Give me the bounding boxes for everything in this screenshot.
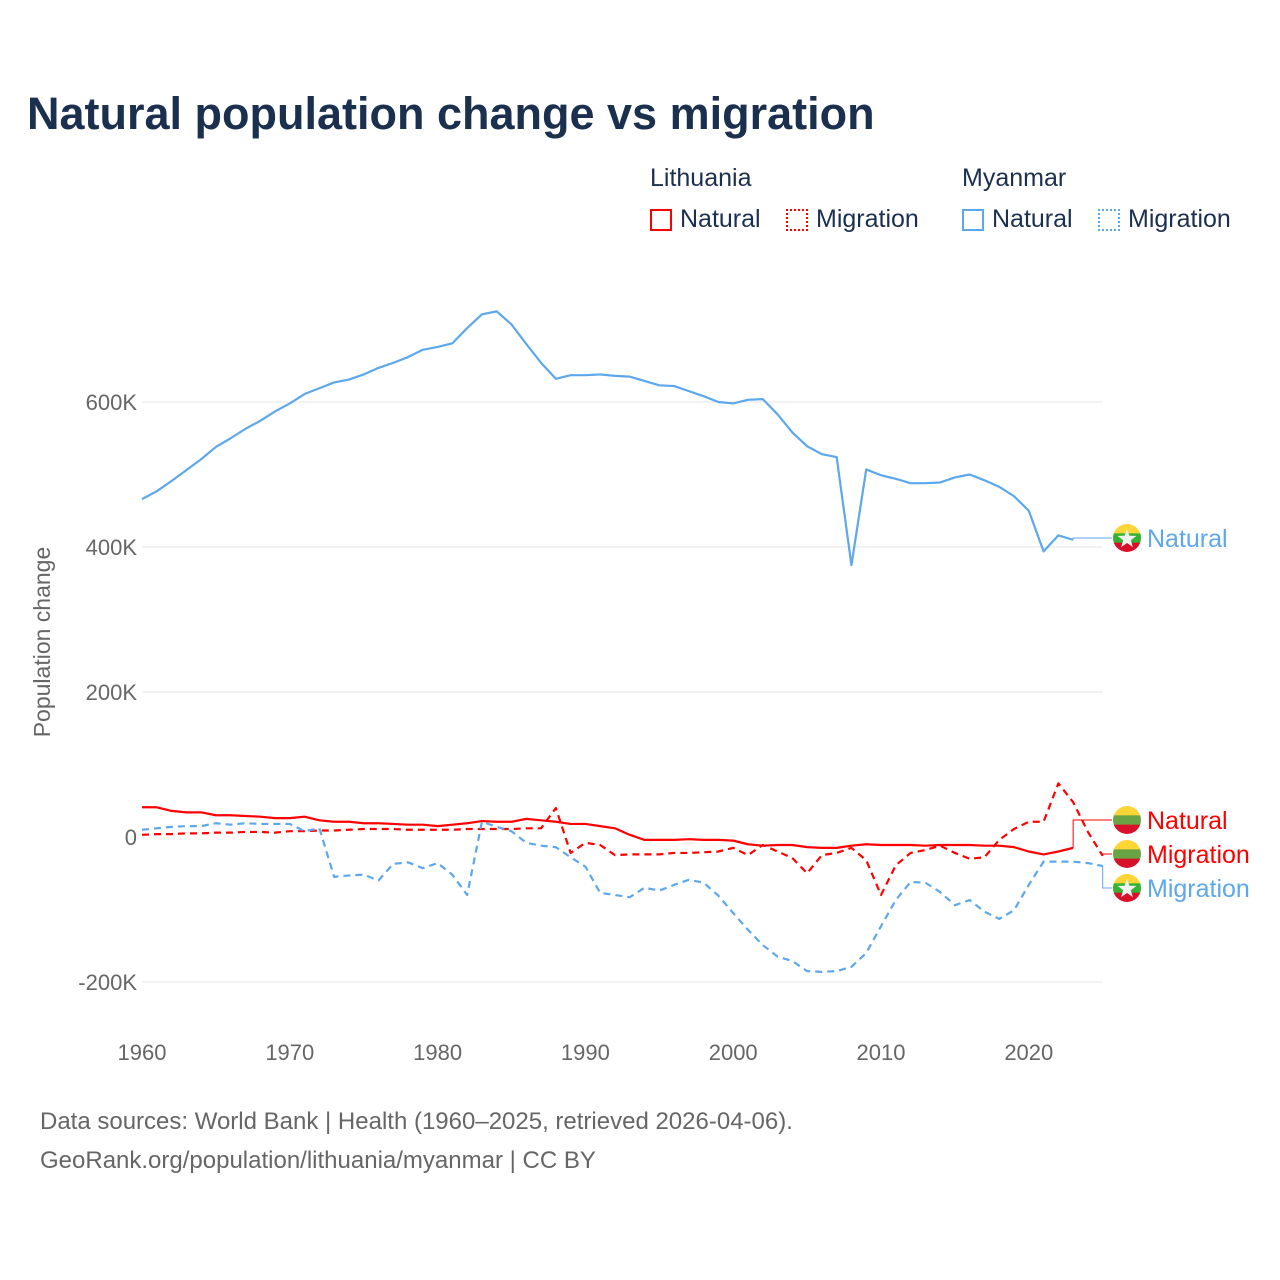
series-end-label: Migration: [1147, 841, 1250, 869]
legend-label: Migration: [1128, 205, 1231, 233]
star-icon: [1117, 529, 1137, 548]
label-connector: [1072, 537, 1112, 540]
footer-credit[interactable]: GeoRank.org/population/lithuania/myanmar…: [40, 1147, 596, 1174]
x-tick-label: 1960: [118, 1040, 167, 1065]
series-line-myanmar-natural: [141, 310, 1074, 567]
x-tick-label: 2010: [857, 1040, 906, 1065]
label-connector: [1102, 866, 1112, 889]
legend-myanmar-migration[interactable]: Migration: [1098, 205, 1231, 234]
lithuania-flag-icon: [1113, 840, 1141, 868]
x-tick-label: 2020: [1004, 1040, 1053, 1065]
lithuania-flag-icon: [1113, 806, 1141, 834]
series-end-label: Natural: [1147, 807, 1228, 835]
series-line-myanmar-migration: [141, 820, 1103, 973]
series-line-lithuania-natural: [142, 806, 1074, 856]
legend-swatch-dotted: [786, 208, 808, 231]
x-tick-label: 1980: [413, 1040, 462, 1065]
series-end-label: Migration: [1147, 875, 1250, 903]
legend-label: Migration: [816, 205, 919, 233]
label-connector: [1102, 853, 1112, 856]
legend-label: Natural: [992, 205, 1073, 233]
myanmar-flag-icon: [1113, 874, 1141, 902]
series-end-label: Natural: [1147, 525, 1228, 553]
legend-lithuania-natural[interactable]: Natural: [650, 205, 761, 234]
legend-swatch-solid: [650, 208, 672, 231]
x-tick-label: 2000: [709, 1040, 758, 1065]
series-line-lithuania-migration: [141, 782, 1104, 897]
legend-group-lithuania: Lithuania: [650, 164, 752, 192]
chart-title: Natural population change vs migration: [27, 88, 875, 139]
legend-myanmar-natural[interactable]: Natural: [962, 205, 1073, 234]
label-connector: [1072, 819, 1112, 848]
y-tick-label: 0: [125, 825, 137, 850]
y-tick-label: 200K: [86, 680, 138, 705]
legend-label: Natural: [680, 205, 761, 233]
myanmar-flag-icon: [1113, 524, 1141, 552]
y-tick-label: -200K: [78, 970, 137, 995]
y-axis-label: Population change: [29, 547, 55, 738]
legend-swatch-solid: [962, 208, 984, 231]
x-tick-label: 1990: [561, 1040, 610, 1065]
x-tick-label: 1970: [265, 1040, 314, 1065]
y-tick-label: 600K: [86, 390, 138, 415]
legend-group-myanmar: Myanmar: [962, 164, 1067, 192]
legend-lithuania-migration[interactable]: Migration: [786, 205, 919, 234]
footer-sources: Data sources: World Bank | Health (1960–…: [40, 1108, 793, 1135]
legend-swatch-dotted: [1098, 208, 1120, 231]
star-icon: [1117, 879, 1137, 898]
y-tick-label: 400K: [86, 535, 138, 560]
